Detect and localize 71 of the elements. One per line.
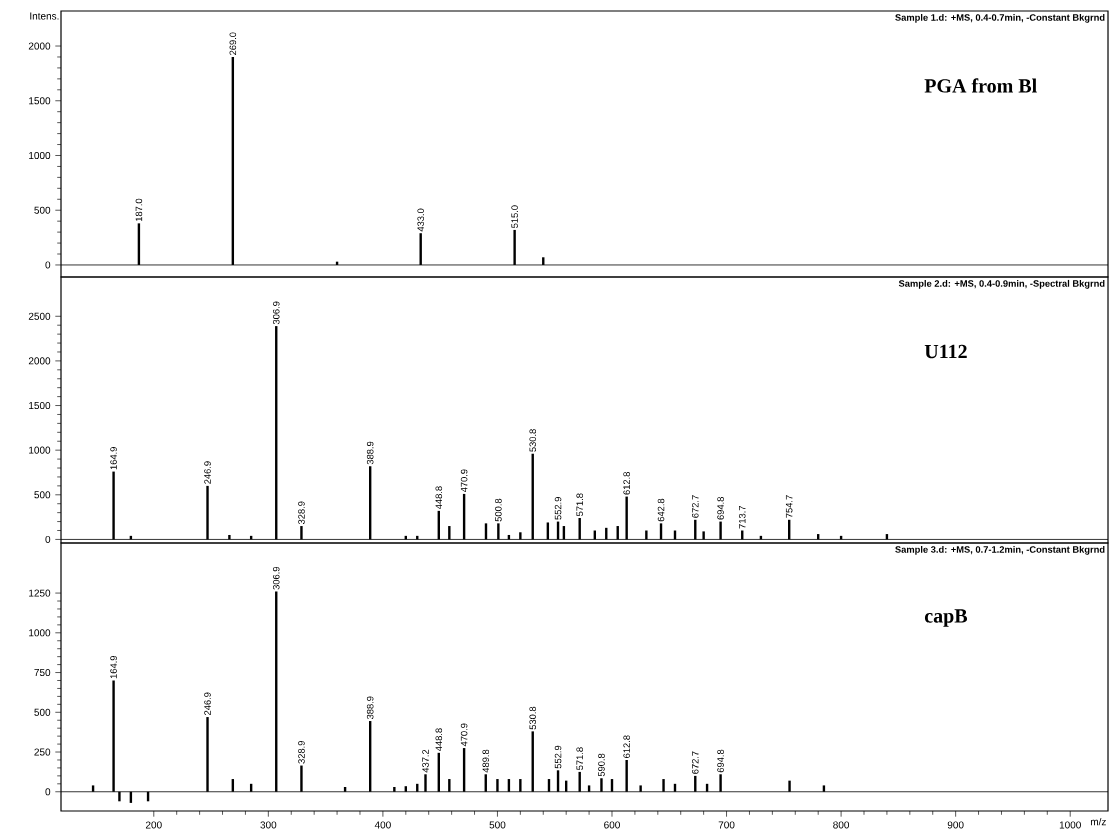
annotation: 500.8 <box>495 498 502 522</box>
y-tick-label: 0 <box>45 261 51 269</box>
y-tick-label: 1000 <box>29 446 51 454</box>
x-tick-label: 900 <box>947 821 964 829</box>
chart-subtitle: Sample 2.d: +MS, 0.4-0.9min, -Spectral Bkgrnd <box>898 279 1105 289</box>
x-tick-label: 200 <box>145 821 162 829</box>
annotation: 269.0 <box>229 32 237 55</box>
annotation: 694.8 <box>717 749 724 773</box>
x-axis-title: m/z <box>1090 817 1106 826</box>
y-tick-label: 500 <box>34 708 51 716</box>
y-tick-label: 1000 <box>29 151 51 160</box>
x-tick-label: 1000 <box>1059 821 1081 829</box>
annotation: 571.8 <box>576 493 583 517</box>
x-tick-label: 300 <box>260 821 277 829</box>
x-tick-label: 600 <box>604 821 620 829</box>
x-tick-label: 400 <box>374 821 391 829</box>
annotation: 754.7 <box>785 495 793 518</box>
annotation: 306.9 <box>272 301 280 325</box>
y-tick-label: 0 <box>45 535 51 543</box>
text: U112 <box>924 344 967 359</box>
y-tick-label: 500 <box>34 491 51 499</box>
annotation: 530.8 <box>529 706 537 730</box>
annotation: 489.8 <box>482 749 490 773</box>
y-tick-label: 1500 <box>29 97 51 105</box>
x-tick-label: 800 <box>833 821 850 829</box>
y-tick-label: 750 <box>34 669 51 677</box>
annotation: 306.9 <box>272 566 280 590</box>
x-tick-label: 500 <box>489 821 506 829</box>
annotation: 713.7 <box>738 506 746 529</box>
annotation: 612.8 <box>623 735 630 758</box>
annotation: 470.9 <box>460 469 468 493</box>
chart-subtitle: Sample 1.d: +MS, 0.4-0.7min, -Constant Bkgrnd <box>895 13 1105 23</box>
annotation: 552.9 <box>554 745 562 769</box>
annotation: 246.9 <box>204 461 211 484</box>
y-tick-label: 2000 <box>28 357 51 365</box>
y-axis-title: Intens. <box>30 12 59 20</box>
annotation: 448.8 <box>435 728 443 752</box>
y-tick-label: 0 <box>45 788 51 796</box>
annotation: 612.8 <box>623 472 630 495</box>
annotation: 328.9 <box>298 501 305 525</box>
y-tick-label: 500 <box>34 206 51 214</box>
y-tick-label: 1000 <box>29 629 51 637</box>
text: PGA from Bl <box>924 78 1037 93</box>
annotation: 672.7 <box>691 495 699 518</box>
y-tick-label: 250 <box>34 748 51 756</box>
y-tick-label: 1500 <box>29 401 51 410</box>
y-tick-label: 1250 <box>29 589 51 597</box>
annotation: 552.9 <box>554 497 562 520</box>
annotation: 448.8 <box>435 486 443 510</box>
annotation: 388.9 <box>366 441 374 465</box>
text: capB <box>924 609 968 627</box>
annotation: 164.9 <box>110 655 117 679</box>
chart-subtitle: Sample 3.d: +MS, 0.7-1.2min, -Constant Bkgrnd <box>895 545 1105 555</box>
annotation: 571.8 <box>576 747 583 770</box>
annotation: 187.0 <box>135 198 143 222</box>
annotation: 388.9 <box>366 696 374 720</box>
annotation: 437.2 <box>422 749 429 773</box>
annotation: 246.9 <box>204 692 211 715</box>
annotation: 164.9 <box>110 447 117 470</box>
annotation: 470.9 <box>460 723 468 747</box>
y-tick-label: 2000 <box>28 42 51 50</box>
annotation: 530.8 <box>529 429 537 452</box>
annotation: 694.8 <box>717 497 724 520</box>
x-tick-label: 700 <box>718 821 735 829</box>
annotation: 328.9 <box>298 741 305 764</box>
annotation: 642.8 <box>657 498 665 522</box>
annotation: 672.7 <box>691 751 699 774</box>
annotation: 433.0 <box>417 208 424 232</box>
annotation: 590.8 <box>598 753 605 777</box>
y-tick-label: 2500 <box>28 312 51 320</box>
annotation: 515.0 <box>511 205 518 228</box>
